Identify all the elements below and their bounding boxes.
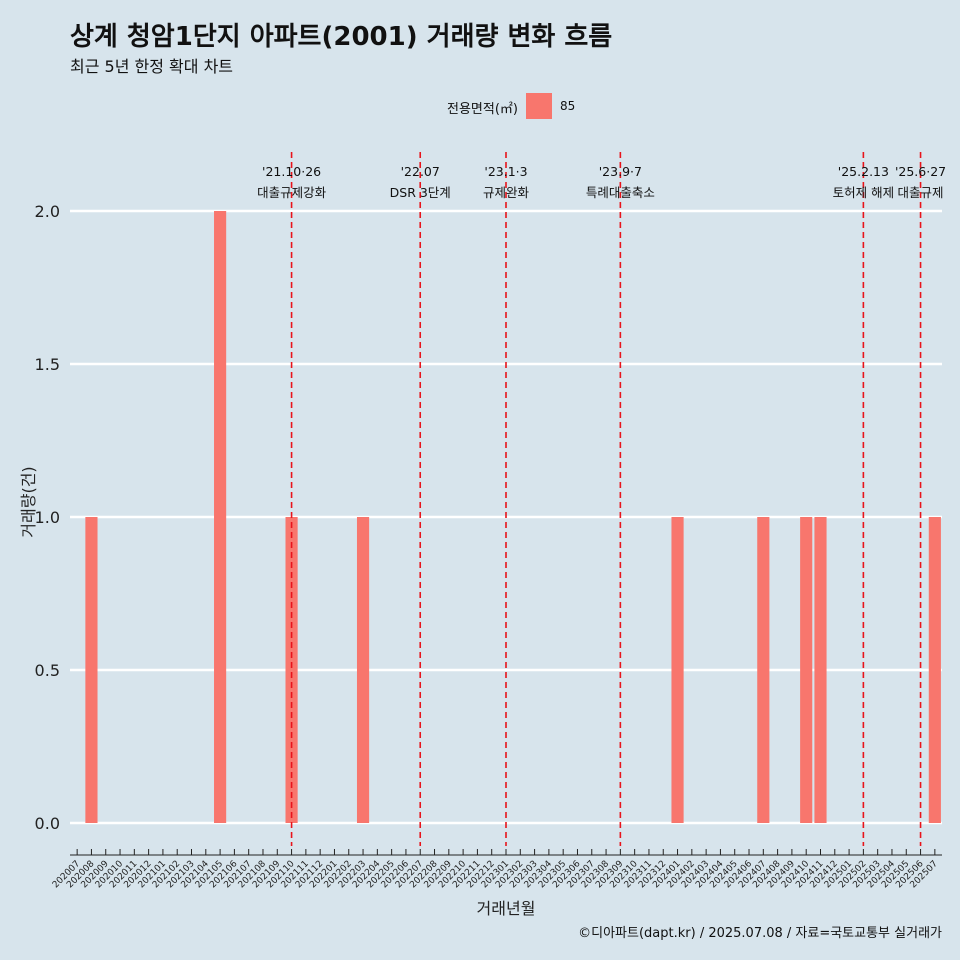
bar <box>800 517 813 823</box>
y-axis-title: 거래량(건) <box>19 466 38 537</box>
y-tick-label: 0.0 <box>35 814 60 833</box>
event-name-label: DSR 3단계 <box>390 185 451 200</box>
event-name-label: 특례대출축소 <box>586 185 655 200</box>
legend-title: 전용면적(㎡) <box>447 102 518 117</box>
bar <box>814 517 827 823</box>
legend: 전용면적(㎡) 85 <box>0 93 960 121</box>
event-date-label: '23.9·7 <box>599 164 642 179</box>
event-date-label: '23.1·3 <box>484 164 527 179</box>
bar <box>214 211 227 823</box>
event-name-label: 토허제 해제 <box>833 185 894 200</box>
y-tick-label: 1.5 <box>35 355 60 374</box>
bar <box>928 517 941 823</box>
source-caption: ©디아파트(dapt.kr) / 2025.07.08 / 자료=국토교통부 실… <box>578 926 942 941</box>
event-name-label: 규제완화 <box>483 185 530 200</box>
event-date-label: '25.2.13 <box>838 164 889 179</box>
event-date-label: '21.10·26 <box>262 164 321 179</box>
bar <box>285 517 298 823</box>
event-date-label: '22.07 <box>401 164 440 179</box>
legend-key-swatch <box>526 93 552 119</box>
y-tick-label: 1.0 <box>35 508 60 527</box>
event-name-label: 대출규제강화 <box>257 185 327 200</box>
event-date-label: '25.6·27 <box>895 164 946 179</box>
y-tick-label: 2.0 <box>35 202 60 221</box>
legend-label: 85 <box>560 99 576 113</box>
chart-title: 상계 청암1단지 아파트(2001) 거래량 변화 흐름 <box>70 22 613 52</box>
bar <box>757 517 770 823</box>
bar <box>671 517 684 823</box>
bar <box>356 517 370 823</box>
event-name-label: 대출규제 <box>898 185 944 200</box>
y-tick-label: 0.5 <box>35 661 60 680</box>
bar <box>85 517 98 823</box>
chart-subtitle: 최근 5년 한정 확대 차트 <box>70 57 234 76</box>
x-axis-title: 거래년월 <box>477 899 536 918</box>
